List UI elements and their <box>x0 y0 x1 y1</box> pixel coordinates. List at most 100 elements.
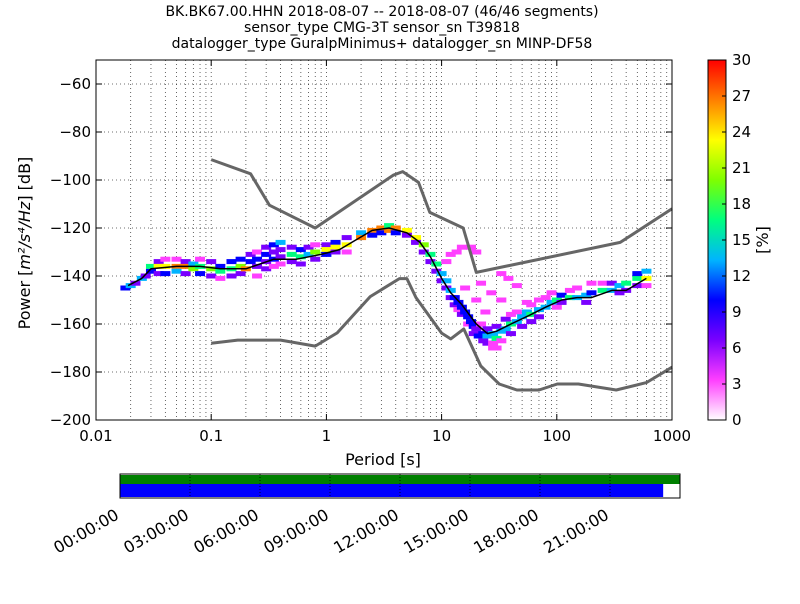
density-cell <box>215 275 226 281</box>
density-cell <box>486 290 497 296</box>
density-cell <box>188 261 199 267</box>
density-cell <box>390 230 401 236</box>
x-tick-label: 0.1 <box>199 427 223 445</box>
density-cell <box>188 266 199 272</box>
y-tick-label: −200 <box>50 411 91 429</box>
density-cell <box>310 249 321 255</box>
density-cell <box>160 263 171 269</box>
y-tick-label: −60 <box>59 75 91 93</box>
density-cell <box>425 259 436 265</box>
colorbar-tick-label: 15 <box>732 231 751 249</box>
y-axis-label-prefix: Power [ <box>15 270 34 330</box>
density-cell <box>286 259 297 265</box>
density-cell <box>252 273 263 279</box>
density-cell <box>505 331 516 337</box>
density-cell <box>245 251 256 257</box>
x-tick-label: 0.01 <box>79 427 112 445</box>
density-cell <box>496 297 507 303</box>
density-cell <box>425 251 436 257</box>
mode-line <box>127 227 647 335</box>
density-cell <box>572 285 583 291</box>
y-tick-label: −140 <box>50 267 91 285</box>
density-cell <box>526 302 537 308</box>
high-noise-model-line <box>210 158 673 274</box>
density-cell <box>453 299 464 305</box>
density-cell <box>480 309 491 315</box>
low-noise-model-line <box>211 277 673 392</box>
psd-segments-bar <box>120 484 664 497</box>
x-tick-label: 1 <box>322 427 332 445</box>
density-cell <box>268 263 279 269</box>
colorbar-tick-label: 30 <box>732 51 751 69</box>
x-tick-label: 1000 <box>653 427 691 445</box>
density-cell <box>488 340 499 346</box>
density-cell <box>632 283 643 289</box>
density-cell <box>180 271 191 277</box>
axis-ticks: 0.01 0.1 1 10 100 1000 −200 −180 −160 −140 −120 −10… <box>50 60 691 445</box>
density-cell <box>503 275 514 281</box>
density-cell <box>511 283 522 289</box>
colorbar-tick-label: 12 <box>732 267 751 285</box>
density-cell <box>641 283 652 289</box>
density-cell <box>491 345 502 351</box>
density-cell <box>195 256 206 262</box>
density-cell <box>235 263 246 269</box>
density-cell <box>564 295 575 301</box>
density-cell <box>614 283 625 289</box>
density-cell <box>556 299 567 305</box>
density-cell <box>153 263 164 269</box>
title-line-3: datalogger_type GuralpMinimus+ datalogge… <box>172 36 593 52</box>
density-cell <box>586 290 597 296</box>
y-tick-label: −100 <box>50 171 91 189</box>
density-cell <box>632 275 643 281</box>
density-cell <box>160 256 171 262</box>
density-cell <box>431 268 442 274</box>
density-cell <box>376 230 387 236</box>
density-cell <box>295 247 306 253</box>
density-cell <box>431 261 442 267</box>
density-cell <box>482 326 493 332</box>
y-axis-label: Power [m²/s⁴/Hz] [dB] <box>15 157 34 330</box>
density-cell <box>551 304 562 310</box>
density-cell <box>180 259 191 265</box>
colorbar-tick-label: 24 <box>732 123 751 141</box>
y-tick-label: −120 <box>50 219 91 237</box>
density-cell <box>546 299 557 305</box>
density-cell <box>621 280 632 286</box>
density-cell <box>261 251 272 257</box>
density-cell <box>586 280 597 286</box>
density-cell <box>171 268 182 274</box>
density-cell <box>226 259 237 265</box>
density-cell <box>597 287 608 293</box>
density-cell <box>376 225 387 231</box>
title-line-2: sensor_type CMG-3T sensor_sn T39818 <box>244 20 520 36</box>
density-cell <box>275 261 286 267</box>
density-cell <box>505 311 516 317</box>
density-cell <box>171 256 182 262</box>
colorbar-label: [%] <box>753 226 772 254</box>
density-cell <box>466 319 477 325</box>
y-axis-label-units: m²/s⁴/Hz <box>15 201 34 270</box>
density-cell <box>261 266 272 272</box>
colorbar: 0 3 6 9 12 15 18 21 24 27 30 [%] <box>707 51 772 429</box>
density-cell <box>556 292 567 298</box>
density-cell <box>436 271 447 277</box>
density-cell <box>215 268 226 274</box>
density-cell <box>252 263 263 269</box>
density-cell <box>160 271 171 277</box>
density-cell <box>482 340 493 346</box>
density-cell <box>581 292 592 298</box>
x-axis-label: Period [s] <box>345 450 421 469</box>
density-cell <box>120 285 131 291</box>
density-cell <box>456 244 467 250</box>
density-cell <box>330 244 341 250</box>
density-cell <box>460 285 471 291</box>
density-cell <box>641 268 652 274</box>
density-cell <box>533 297 544 303</box>
density-cell <box>614 290 625 296</box>
density-cell <box>463 314 474 320</box>
density-cell <box>341 249 352 255</box>
density-cell <box>261 244 272 250</box>
density-cell <box>245 259 256 265</box>
